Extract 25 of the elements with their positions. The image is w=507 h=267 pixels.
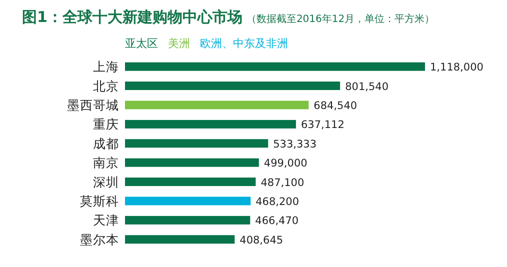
chart-title: 图1：全球十大新建购物中心市场 [22,8,242,26]
y-tick-label: 南京 [93,155,119,170]
data-label: 408,645 [240,234,284,246]
y-tick-label: 北京 [93,78,119,94]
chart-subtitle: （数据截至2016年12月，单位：平方米） [246,13,435,25]
legend-美洲: 美洲 [168,37,190,50]
legend-欧洲、中东及非洲: 欧洲、中东及非洲 [200,37,288,50]
y-tick-label: 成都 [93,136,119,151]
y-tick-label: 天津 [93,212,119,228]
data-label: 1,118,000 [430,62,484,74]
data-label: 468,200 [256,196,300,208]
data-label: 684,540 [314,100,358,112]
data-label: 499,000 [264,158,308,170]
data-label: 637,112 [300,119,344,132]
legend-亚太区: 亚太区 [125,37,158,50]
y-tick-label: 重庆 [93,116,119,132]
y-tick-label: 深圳 [93,174,119,190]
y-tick-label: 墨西哥城 [67,98,119,112]
y-tick-label: 莫斯科 [80,194,119,208]
data-label: 466,470 [255,215,299,228]
y-tick-label: 上海 [93,59,119,74]
data-label: 533,333 [273,138,317,150]
data-label: 801,540 [345,80,389,93]
y-tick-label: 墨尔本 [80,232,119,247]
data-label: 487,100 [260,176,304,189]
